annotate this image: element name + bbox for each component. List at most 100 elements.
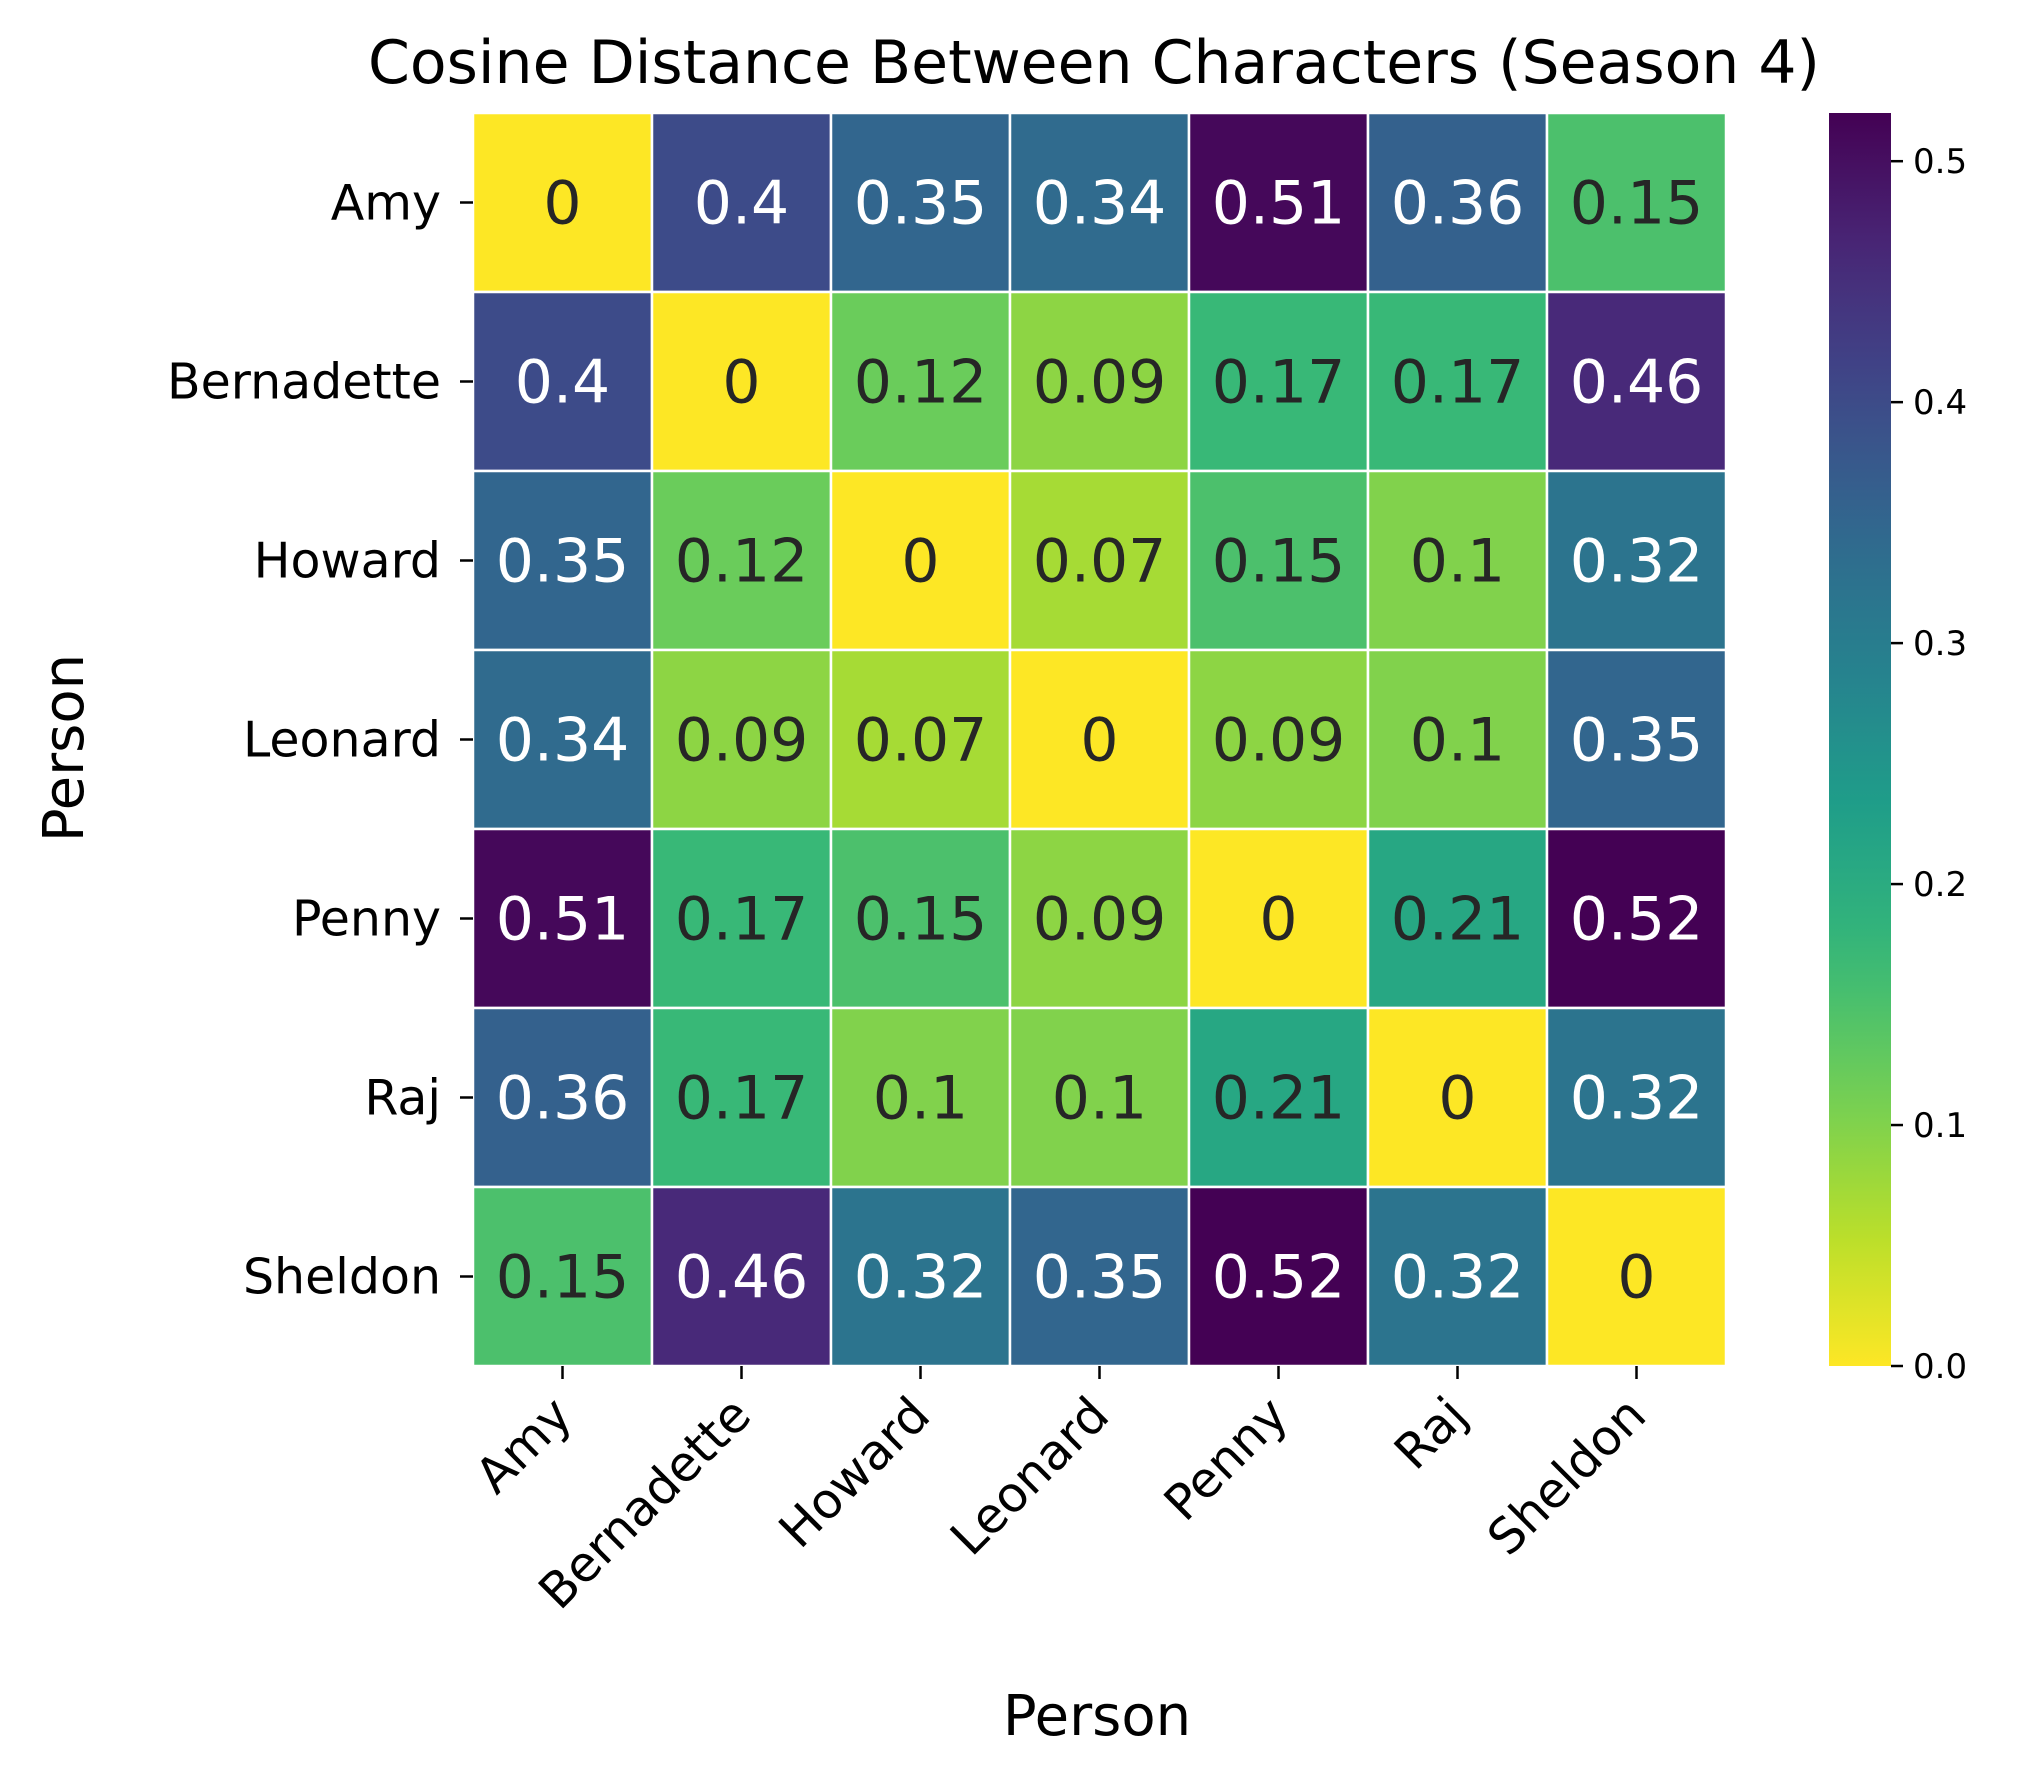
- cell-value-label: 0.15: [854, 885, 988, 955]
- heatmap-cell: [650, 111, 833, 294]
- cell-value-label: 0.35: [854, 169, 988, 239]
- cell-value-label: 0.51: [1212, 169, 1346, 239]
- cell-value-label: 0.34: [1033, 169, 1167, 239]
- cell-value-label: 0.21: [1391, 885, 1525, 955]
- heatmap-cell: [1545, 648, 1728, 831]
- cell-value-label: 0.09: [1033, 885, 1167, 955]
- heatmap-cell: [1187, 648, 1370, 831]
- cell-value-label: 0: [543, 169, 581, 239]
- colorbar-tick-label: 0.3: [1913, 624, 1967, 664]
- heatmap-cell: [1008, 469, 1191, 652]
- heatmap-cell: [1008, 1185, 1191, 1368]
- heatmap-cell: [1008, 648, 1191, 831]
- heatmap-cell: [471, 1185, 654, 1368]
- heatmap-cell: [829, 1006, 1012, 1189]
- cell-value-label: 0.07: [854, 706, 988, 776]
- heatmap-cell: [1545, 1006, 1728, 1189]
- heatmap-cell: [1545, 1185, 1728, 1368]
- heatmap-cell: [1545, 111, 1728, 294]
- cell-value-label: 0: [722, 348, 760, 418]
- cell-value-label: 0.1: [1410, 527, 1505, 597]
- heatmap-cell: [1187, 290, 1370, 473]
- cell-value-label: 0.17: [1391, 348, 1525, 418]
- heatmap-cell: [1545, 827, 1728, 1010]
- colorbar: 0.0 0.1 0.2 0.3 0.4 0.5: [1829, 113, 1967, 1387]
- colorbar-tick-label: 0.4: [1913, 383, 1967, 423]
- cell-value-label: 0.15: [1570, 169, 1704, 239]
- colorbar-tick-label: 0.2: [1913, 865, 1967, 905]
- cell-value-label: 0.1: [873, 1064, 968, 1134]
- y-tick-label: Bernadette: [167, 354, 441, 411]
- heatmap-cell: [829, 1185, 1012, 1368]
- heatmap-cell: [1545, 469, 1728, 652]
- cell-value-label: 0.36: [496, 1064, 630, 1134]
- y-tick-label: Penny: [292, 891, 441, 948]
- y-axis-ticks: Amy Bernadette Howard Leonard Penny Raj Sheldo…: [167, 175, 473, 1306]
- cell-value-label: 0: [1080, 706, 1118, 776]
- y-tick-label: Raj: [364, 1070, 441, 1127]
- cell-value-label: 0.32: [854, 1243, 988, 1313]
- heatmap-cell: [650, 1185, 833, 1368]
- heatmap-cell: [650, 827, 833, 1010]
- cell-value-label: 0.51: [496, 885, 630, 955]
- cell-value-labels: 0 0.4 0.35 0.34 0.51 0.36 0.15 0.4 0 0.12 0.09 0.17…: [496, 169, 1704, 1313]
- cell-value-label: 0.35: [1033, 1243, 1167, 1313]
- cell-value-label: 0.35: [1570, 706, 1704, 776]
- heatmap-cell: [471, 827, 654, 1010]
- colorbar-tick-label: 0.0: [1913, 1347, 1967, 1387]
- cell-value-label: 0.52: [1570, 885, 1704, 955]
- cell-value-label: 0.17: [675, 885, 809, 955]
- cell-value-label: 0.46: [675, 1243, 809, 1313]
- heatmap-cell: [1187, 469, 1370, 652]
- cell-value-label: 0.09: [1212, 706, 1346, 776]
- cell-value-label: 0.46: [1570, 348, 1704, 418]
- cell-value-label: 0.17: [1212, 348, 1346, 418]
- cell-value-label: 0.52: [1212, 1243, 1346, 1313]
- y-tick-label: Sheldon: [243, 1249, 441, 1306]
- cell-value-label: 0.07: [1033, 527, 1167, 597]
- heatmap-cell: [650, 290, 833, 473]
- y-tick-label: Leonard: [243, 712, 441, 769]
- heatmap-cell: [829, 111, 1012, 294]
- y-tick-label: Amy: [331, 175, 441, 232]
- cell-value-label: 0.15: [496, 1243, 630, 1313]
- cell-value-label: 0.09: [675, 706, 809, 776]
- cell-value-label: 0.36: [1391, 169, 1525, 239]
- colorbar-tick-label: 0.5: [1913, 142, 1967, 182]
- colorbar-tick-label: 0.1: [1913, 1106, 1967, 1146]
- x-axis-label: Person: [1003, 1684, 1191, 1749]
- cell-value-label: 0.4: [694, 169, 789, 239]
- heatmap-cell: [829, 290, 1012, 473]
- cell-value-label: 0.1: [1052, 1064, 1147, 1134]
- heatmap-cell: [1366, 1185, 1549, 1368]
- cell-value-label: 0.1: [1410, 706, 1505, 776]
- heatmap-cell: [829, 827, 1012, 1010]
- heatmap-cell: [1008, 1006, 1191, 1189]
- cell-value-label: 0.32: [1570, 1064, 1704, 1134]
- cell-value-label: 0.34: [496, 706, 630, 776]
- cell-value-label: 0.12: [675, 527, 809, 597]
- chart-title: Cosine Distance Between Characters (Seas…: [368, 28, 1820, 98]
- heatmap-cell: [1366, 1006, 1549, 1189]
- cell-value-label: 0.17: [675, 1064, 809, 1134]
- heatmap-cell: [471, 1006, 654, 1189]
- heatmap-cell: [650, 469, 833, 652]
- cell-value-label: 0.09: [1033, 348, 1167, 418]
- cell-value-label: 0: [901, 527, 939, 597]
- cell-value-label: 0.35: [496, 527, 630, 597]
- heatmap-cell: [471, 648, 654, 831]
- cell-value-label: 0.32: [1391, 1243, 1525, 1313]
- heatmap-cell: [471, 469, 654, 652]
- heatmap-cell: [1366, 469, 1549, 652]
- cell-value-label: 0: [1259, 885, 1297, 955]
- cell-value-label: 0.21: [1212, 1064, 1346, 1134]
- cell-value-label: 0.4: [515, 348, 610, 418]
- heatmap-cell: [829, 469, 1012, 652]
- y-tick-label: Howard: [254, 533, 441, 590]
- cell-value-label: 0.15: [1212, 527, 1346, 597]
- heatmap-cell: [650, 648, 833, 831]
- cell-value-label: 0: [1438, 1064, 1476, 1134]
- heatmap-cell: [829, 648, 1012, 831]
- colorbar-gradient: [1829, 113, 1891, 1366]
